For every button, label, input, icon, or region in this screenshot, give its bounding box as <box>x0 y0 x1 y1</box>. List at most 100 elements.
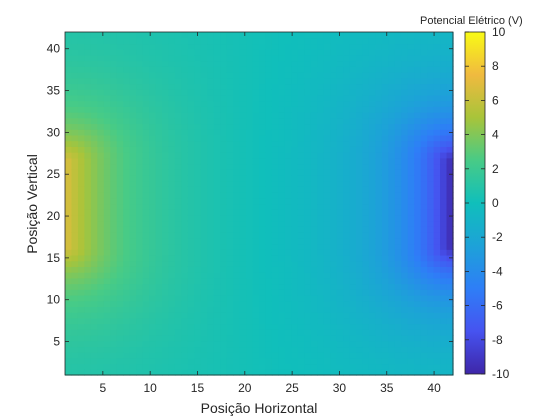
heatmap-cell <box>116 72 124 79</box>
heatmap-cell <box>194 174 202 182</box>
heatmap-cell <box>136 300 144 307</box>
heatmap-cell <box>136 254 144 262</box>
heatmap-cell <box>162 37 170 45</box>
heatmap-cell <box>349 220 357 227</box>
heatmap-cell <box>446 203 454 210</box>
heatmap-cell <box>77 100 85 107</box>
heatmap-cell <box>440 112 448 119</box>
heatmap-cell <box>226 169 234 176</box>
heatmap-cell <box>181 94 189 102</box>
heatmap-cell <box>246 249 254 256</box>
heatmap-cell <box>317 272 325 279</box>
heatmap-cell <box>90 352 98 359</box>
x-axis-label: Posição Horizontal <box>201 400 318 416</box>
heatmap-cell <box>233 232 241 239</box>
heatmap-cell <box>103 357 111 365</box>
heatmap-cell <box>323 260 331 267</box>
heatmap-cell <box>129 72 137 79</box>
heatmap-cell <box>330 346 338 353</box>
heatmap-cell <box>420 174 428 182</box>
heatmap-cell <box>136 123 144 130</box>
heatmap-cell <box>239 237 247 245</box>
heatmap-cell <box>226 357 234 365</box>
heatmap-cell <box>71 186 79 193</box>
heatmap-cell <box>440 83 448 90</box>
heatmap-cell <box>310 306 318 313</box>
heatmap-cell <box>446 169 454 176</box>
heatmap-cell <box>129 277 137 285</box>
heatmap-cell <box>233 129 241 136</box>
heatmap-cell <box>407 266 415 273</box>
heatmap-cell <box>149 106 157 113</box>
heatmap-cell <box>200 66 208 73</box>
heatmap-cell <box>259 312 267 319</box>
heatmap-cell <box>233 100 241 107</box>
heatmap-cell <box>155 340 163 348</box>
heatmap-cell <box>71 294 79 302</box>
heatmap-cell <box>297 117 305 125</box>
heatmap-cell <box>233 277 241 285</box>
heatmap-cell <box>265 140 273 147</box>
heatmap-cell <box>368 152 376 159</box>
heatmap-cell <box>129 249 137 256</box>
heatmap-cell <box>323 346 331 353</box>
heatmap-cell <box>181 300 189 307</box>
heatmap-cell <box>407 197 415 205</box>
heatmap-cell <box>388 334 396 342</box>
heatmap-cell <box>162 66 170 73</box>
heatmap-cell <box>168 317 176 325</box>
heatmap-cell <box>90 266 98 273</box>
heatmap-cell <box>168 112 176 119</box>
heatmap-cell <box>174 134 182 142</box>
heatmap-cell <box>330 169 338 176</box>
heatmap-cell <box>207 140 215 147</box>
heatmap-cell <box>394 369 402 376</box>
heatmap-cell <box>77 72 85 79</box>
heatmap-cell <box>271 129 279 136</box>
heatmap-cell <box>187 152 195 159</box>
heatmap-cell <box>181 123 189 130</box>
heatmap-cell <box>356 117 364 125</box>
heatmap-cell <box>446 363 454 370</box>
heatmap-cell <box>116 49 124 56</box>
heatmap-cell <box>162 197 170 205</box>
heatmap-cell <box>226 272 234 279</box>
heatmap-cell <box>200 214 208 222</box>
heatmap-cell <box>343 334 351 342</box>
heatmap-cell <box>77 363 85 370</box>
heatmap-cell <box>414 89 422 96</box>
heatmap-cell <box>310 112 318 119</box>
heatmap-cell <box>304 89 312 96</box>
heatmap-cell <box>291 272 299 279</box>
heatmap-cell <box>336 352 344 359</box>
heatmap-cell <box>446 60 454 67</box>
heatmap-cell <box>278 369 286 376</box>
heatmap-cell <box>446 214 454 222</box>
heatmap-cell <box>259 294 267 302</box>
heatmap-cell <box>129 54 137 62</box>
heatmap-cell <box>420 357 428 365</box>
heatmap-cell <box>213 329 221 336</box>
heatmap-cell <box>97 323 105 330</box>
heatmap-cell <box>155 363 163 370</box>
heatmap-cell <box>226 254 234 262</box>
heatmap-cell <box>97 294 105 302</box>
heatmap-cell <box>142 272 150 279</box>
heatmap-cell <box>110 72 118 79</box>
heatmap-cell <box>356 329 364 336</box>
heatmap-cell <box>90 157 98 165</box>
heatmap-cell <box>207 232 215 239</box>
heatmap-cell <box>187 100 195 107</box>
heatmap-cell <box>226 260 234 267</box>
heatmap-cell <box>284 60 292 67</box>
heatmap-cell <box>368 49 376 56</box>
heatmap-cell <box>252 243 260 250</box>
heatmap-cell <box>233 134 241 142</box>
heatmap-cell <box>375 243 383 250</box>
heatmap-cell <box>252 369 260 376</box>
heatmap-cell <box>246 43 254 50</box>
heatmap-cell <box>194 294 202 302</box>
heatmap-cell <box>271 357 279 365</box>
heatmap-cell <box>65 37 73 45</box>
heatmap-cell <box>142 94 150 102</box>
